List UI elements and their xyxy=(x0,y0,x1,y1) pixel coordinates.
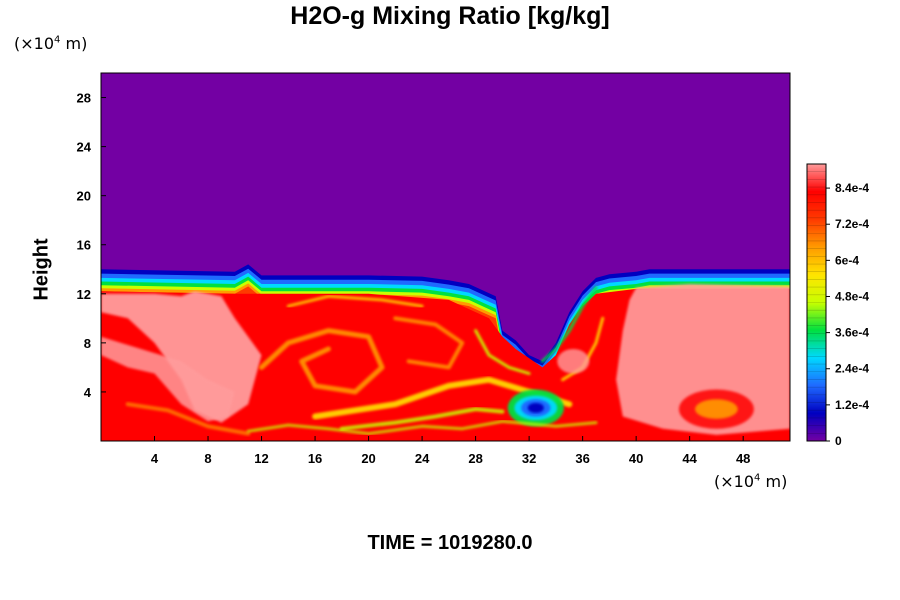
colorbar-tick-label: 2.4e-4 xyxy=(835,362,869,376)
y-tick-label: 4 xyxy=(84,385,92,400)
x-tick-label: 48 xyxy=(736,451,750,466)
moisture-field xyxy=(101,73,790,441)
y-tick-label: 24 xyxy=(77,140,92,155)
colorbar-tick-label: 8.4e-4 xyxy=(835,181,869,195)
colorbar-tick-label: 1.2e-4 xyxy=(835,398,869,412)
y-tick-label: 16 xyxy=(77,238,91,253)
x-tick-label: 32 xyxy=(522,451,536,466)
y-tick-label: 28 xyxy=(77,91,91,106)
x-tick-label: 44 xyxy=(682,451,697,466)
y-tick-label: 8 xyxy=(84,336,91,351)
plot-frame xyxy=(100,72,791,442)
colorbar-tick-label: 7.2e-4 xyxy=(835,217,869,231)
y-axis: 4 8 12 16 20 24 28 xyxy=(77,91,106,400)
y-axis-unit: (×104 m) xyxy=(14,34,88,53)
x-tick-label: 36 xyxy=(575,451,589,466)
colorbar-tick-label: 0 xyxy=(835,434,842,448)
x-tick-label: 28 xyxy=(468,451,482,466)
y-tick-label: 12 xyxy=(77,287,91,302)
x-tick-label: 4 xyxy=(151,451,159,466)
x-tick-label: 12 xyxy=(254,451,268,466)
x-tick-label: 8 xyxy=(204,451,211,466)
x-axis-unit: (×104 m) xyxy=(714,472,788,491)
x-tick-label: 40 xyxy=(629,451,643,466)
y-tick-label: 20 xyxy=(77,189,91,204)
colorbar-ramp xyxy=(806,163,827,442)
x-tick-label: 16 xyxy=(308,451,322,466)
chart-title: H2O-g Mixing Ratio [kg/kg] xyxy=(290,2,610,30)
x-axis: 4 8 12 16 20 24 28 32 36 40 44 48 xyxy=(151,436,750,466)
time-label: TIME = 1019280.0 xyxy=(367,532,533,554)
colorbar-tick-label: 3.6e-4 xyxy=(835,326,869,340)
colorbar-tick-label: 6e-4 xyxy=(835,253,859,267)
colorbar: 0 1.2e-4 2.4e-4 3.6e-4 4.8e-4 6e-4 7.2e-4 8.4e-… xyxy=(806,163,869,448)
x-tick-label: 20 xyxy=(361,451,375,466)
colorbar-tick-label: 4.8e-4 xyxy=(835,289,869,303)
x-tick-label: 24 xyxy=(415,451,430,466)
